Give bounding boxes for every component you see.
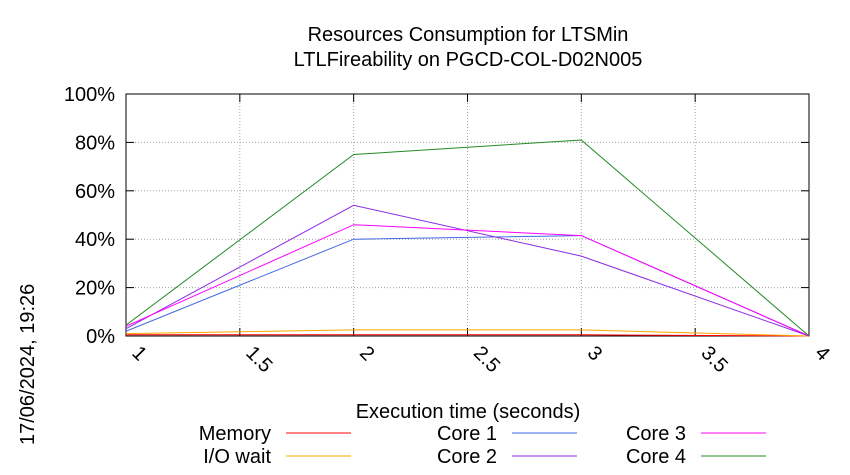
legend-label: Core 4 [626,446,686,468]
y-tick-label: 80% [75,132,115,154]
series-line-i-o-wait [125,329,810,337]
x-tick-label: 2.5 [469,342,504,377]
series-line-core-4 [125,139,810,337]
y-tick-label: 40% [75,229,115,251]
y-tick-label: 0% [86,326,115,348]
legend-label: Core 2 [437,446,497,468]
x-tick-label: 3.5 [697,342,732,377]
y-tick-label: 60% [75,181,115,203]
legend-label: Core 3 [626,423,686,445]
x-tick-label: 2 [355,342,378,365]
series-line-core-2 [125,204,810,337]
series-lines [125,139,810,337]
legend-label: Memory [199,423,271,445]
x-tick-label: 3 [583,342,606,365]
x-axis-label: Execution time (seconds) [356,401,581,423]
y-tick-label: 20% [75,278,115,300]
x-tick-label: 4 [810,342,833,365]
chart-title-line-1: Resources Consumption for LTSMin [308,24,629,46]
legend-label: I/O wait [203,446,271,468]
series-line-memory [126,334,810,337]
y-tick-label: 100% [64,84,115,106]
x-tick-label: 1 [127,342,150,365]
series-line-core-3 [125,224,810,337]
chart-title-line-2: LTLFireability on PGCD-COL-D02N005 [294,49,643,71]
timestamp: 17/06/2024, 19:26 [17,284,39,445]
legend-label: Core 1 [437,423,497,445]
x-tick-label: 1.5 [241,342,276,377]
